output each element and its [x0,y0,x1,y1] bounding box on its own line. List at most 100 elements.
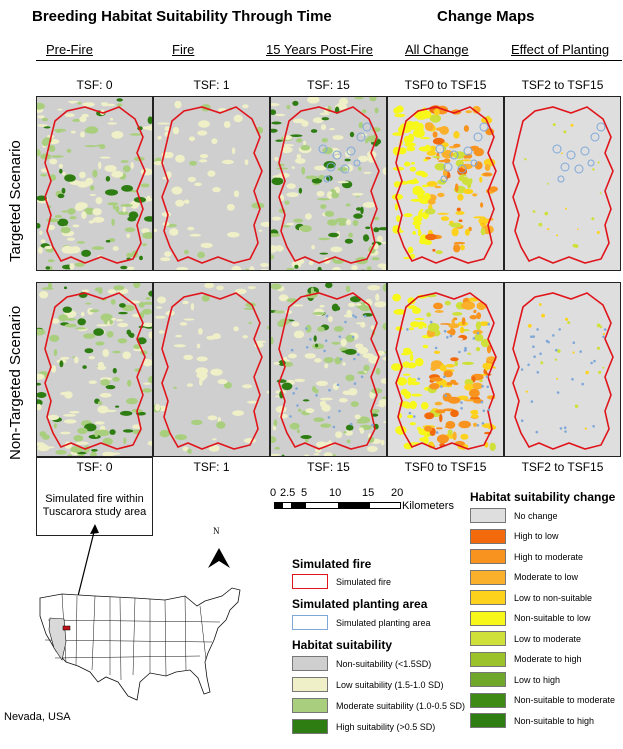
planting-area-marker [571,377,574,381]
tsf-label-bottom-1: TSF: 1 [193,460,230,474]
legend-suitability-label: Moderate suitability (1.0-0.5 SD) [336,700,466,711]
legend-suitability-item: High suitability (>0.5 SD) [292,719,435,734]
planting-area-marker [539,352,542,356]
legend-change-swatch [470,672,506,687]
legend-suitability-item: Non-suitability (<1.5SD) [292,656,431,671]
scale-tick-4: 15 [362,487,375,499]
planting-area-marker [593,359,596,363]
planting-area-marker [460,407,463,410]
planting-area-marker [446,336,449,339]
legend-planting-swatch [292,615,328,630]
legend-change-label: No change [514,510,558,521]
us-outline [39,587,241,701]
planting-area-marker [435,144,445,154]
planting-area-marker [339,357,343,361]
planting-area-marker [444,394,447,397]
tsf-label-top-0: TSF: 0 [76,78,113,92]
north-arrow-icon: N [208,526,230,568]
planting-area-marker [408,411,412,415]
legend-change-label: Low to moderate [514,633,582,644]
planting-area-marker [572,341,576,344]
planting-area-marker [476,331,480,335]
planting-area-marker [482,409,486,413]
planting-area-marker [353,357,356,361]
planting-area-marker [289,415,292,418]
column-header-fire: Fire [172,42,195,57]
legend-change-item: High to moderate [470,549,583,564]
legend-planting-title: Simulated planting area [292,597,428,611]
planting-area-marker [464,346,467,350]
planting-area-marker [296,404,299,407]
planting-area-marker [413,415,416,418]
planting-area-marker [371,423,374,427]
legend-change-item: Moderate to high [470,651,582,667]
inset-caption: Simulated fire within Tuscarora study ar… [42,493,147,518]
inset-pointer-arrowhead [90,524,99,534]
tsf-label-top-3: TSF0 to TSF15 [404,78,487,92]
planting-area-marker [406,328,409,331]
planting-area-marker [527,363,530,367]
planting-area-marker [557,175,565,183]
legend-suitability-label: Low suitability (1.5-1.0 SD) [336,679,444,690]
tsf-label-top-1: TSF: 1 [193,78,230,92]
tsf-label-bottom-2: TSF: 15 [307,460,350,474]
planting-area-marker [480,400,484,404]
planting-area-marker [563,426,567,429]
legend-change-item: Non-suitable to moderate [470,692,616,708]
planting-area-marker [532,335,535,338]
legend-change-label: Moderate to low [514,572,579,582]
title-habitat-through-time: Breeding Habitat Suitability Through Tim… [32,8,332,25]
planting-area-marker [443,329,447,333]
planting-area-marker [520,368,524,371]
legend-suitability-item: Moderate suitability (1.0-0.5 SD) [292,698,465,713]
planting-area-marker [325,314,329,318]
column-header-prefire: Pre-Fire [46,42,93,57]
map-targeted-planting-effect [504,96,621,271]
scale-tick-3: 10 [329,487,342,499]
north-label: N [213,526,220,536]
scale-tick-2: 5 [301,487,308,499]
tsf-label-top-2: TSF: 15 [307,78,350,92]
planting-area-marker [344,320,347,324]
planting-area-marker [590,132,600,142]
legend-change-label: Non-suitable to moderate [514,695,616,705]
column-header-effect-planting: Effect of Planting [511,42,610,57]
legend-change-label: Low to high [514,674,561,685]
planting-area-marker [530,400,534,403]
legend-suitability-title: Habitat suitability [292,638,393,652]
planting-area-marker [326,162,336,172]
header-divider [36,60,622,61]
nevada-shape [48,617,67,661]
fire-boundary [395,106,497,264]
scale-tick-0: 0 [270,487,277,499]
fire-boundary [278,106,380,264]
legend-change-item: No change [470,508,558,523]
planting-area-marker [295,387,298,390]
planting-area-marker [443,375,446,379]
planting-area-marker [357,353,360,356]
tsf-label-bottom-4: TSF2 to TSF15 [521,460,604,474]
legend-fire-swatch [292,574,328,589]
legend-suitability-swatch [292,656,328,671]
planting-area-marker [356,132,366,142]
tsf-label-bottom-3: TSF0 to TSF15 [404,460,487,474]
planting-area-marker [536,371,540,374]
fire-boundary [512,106,614,264]
nevada-label: Nevada, USA [4,711,71,723]
legend-change-item: Moderate to low [470,569,579,585]
planting-area-marker [440,175,448,183]
legend-change-label: Low to non-suitable [514,592,593,603]
legend-suitability-swatch [292,719,328,734]
legend-change-swatch [470,549,506,564]
planting-area-marker [434,346,438,350]
planting-area-marker [479,122,489,132]
fire-boundary [44,106,146,264]
planting-area-marker [323,175,331,183]
planting-area-marker [463,146,473,156]
planting-area-marker [535,430,539,434]
planting-area-marker [545,339,549,343]
planting-area-marker [324,339,328,342]
planting-area-marker [564,430,567,433]
planting-area-marker [305,327,308,330]
legend-change-label: High to moderate [514,551,584,562]
